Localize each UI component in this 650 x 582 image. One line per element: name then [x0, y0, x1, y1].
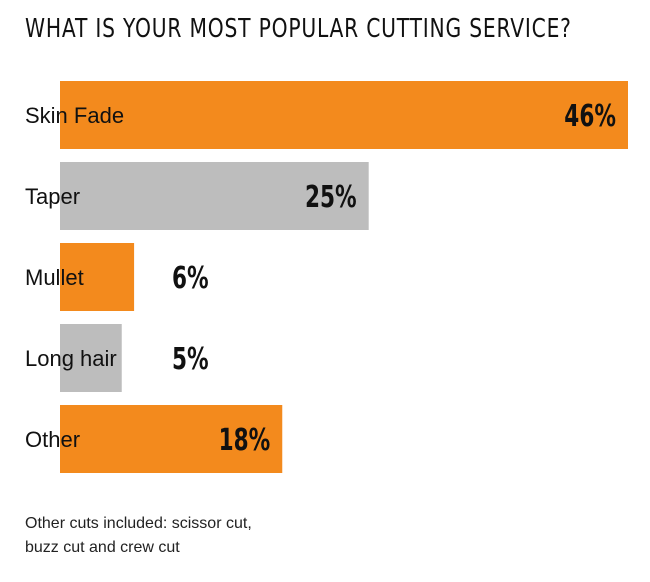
category-label: Mullet [25, 265, 84, 290]
category-label: Long hair [25, 346, 117, 371]
value-label: 25% [305, 181, 357, 215]
footnote-line-1: Other cuts included: scissor cut, [25, 515, 252, 532]
value-label: 6% [172, 262, 209, 296]
bar-mullet [60, 243, 135, 311]
value-label: 46% [564, 100, 616, 134]
footnote: Other cuts included: scissor cut, buzz c… [25, 512, 252, 560]
category-label: Taper [25, 184, 80, 209]
bar-chart: Skin Fade 46% Taper 25% Mullet 6% Long hair 5% O… [25, 81, 628, 473]
value-label: 5% [172, 343, 209, 377]
bar-skin-fade [60, 81, 628, 149]
footnote-line-2: buzz cut and crew cut [25, 539, 180, 556]
chart-title: WHAT IS YOUR MOST POPULAR CUTTING SERVIC… [25, 14, 572, 44]
category-label: Skin Fade [25, 103, 124, 128]
bar-taper [60, 162, 369, 230]
bar-other [60, 405, 283, 473]
category-label: Other [25, 427, 80, 452]
value-label: 18% [219, 424, 271, 458]
bar-long-hair [60, 324, 122, 392]
